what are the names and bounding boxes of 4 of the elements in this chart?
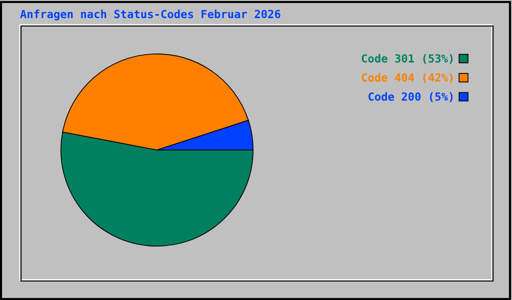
legend-label: Code 200 (5%): [368, 92, 453, 102]
chart-title: Anfragen nach Status-Codes Februar 2026: [20, 10, 280, 20]
legend-label: Code 301 (53%): [362, 54, 453, 64]
legend-label: Code 404 (42%): [362, 73, 453, 83]
